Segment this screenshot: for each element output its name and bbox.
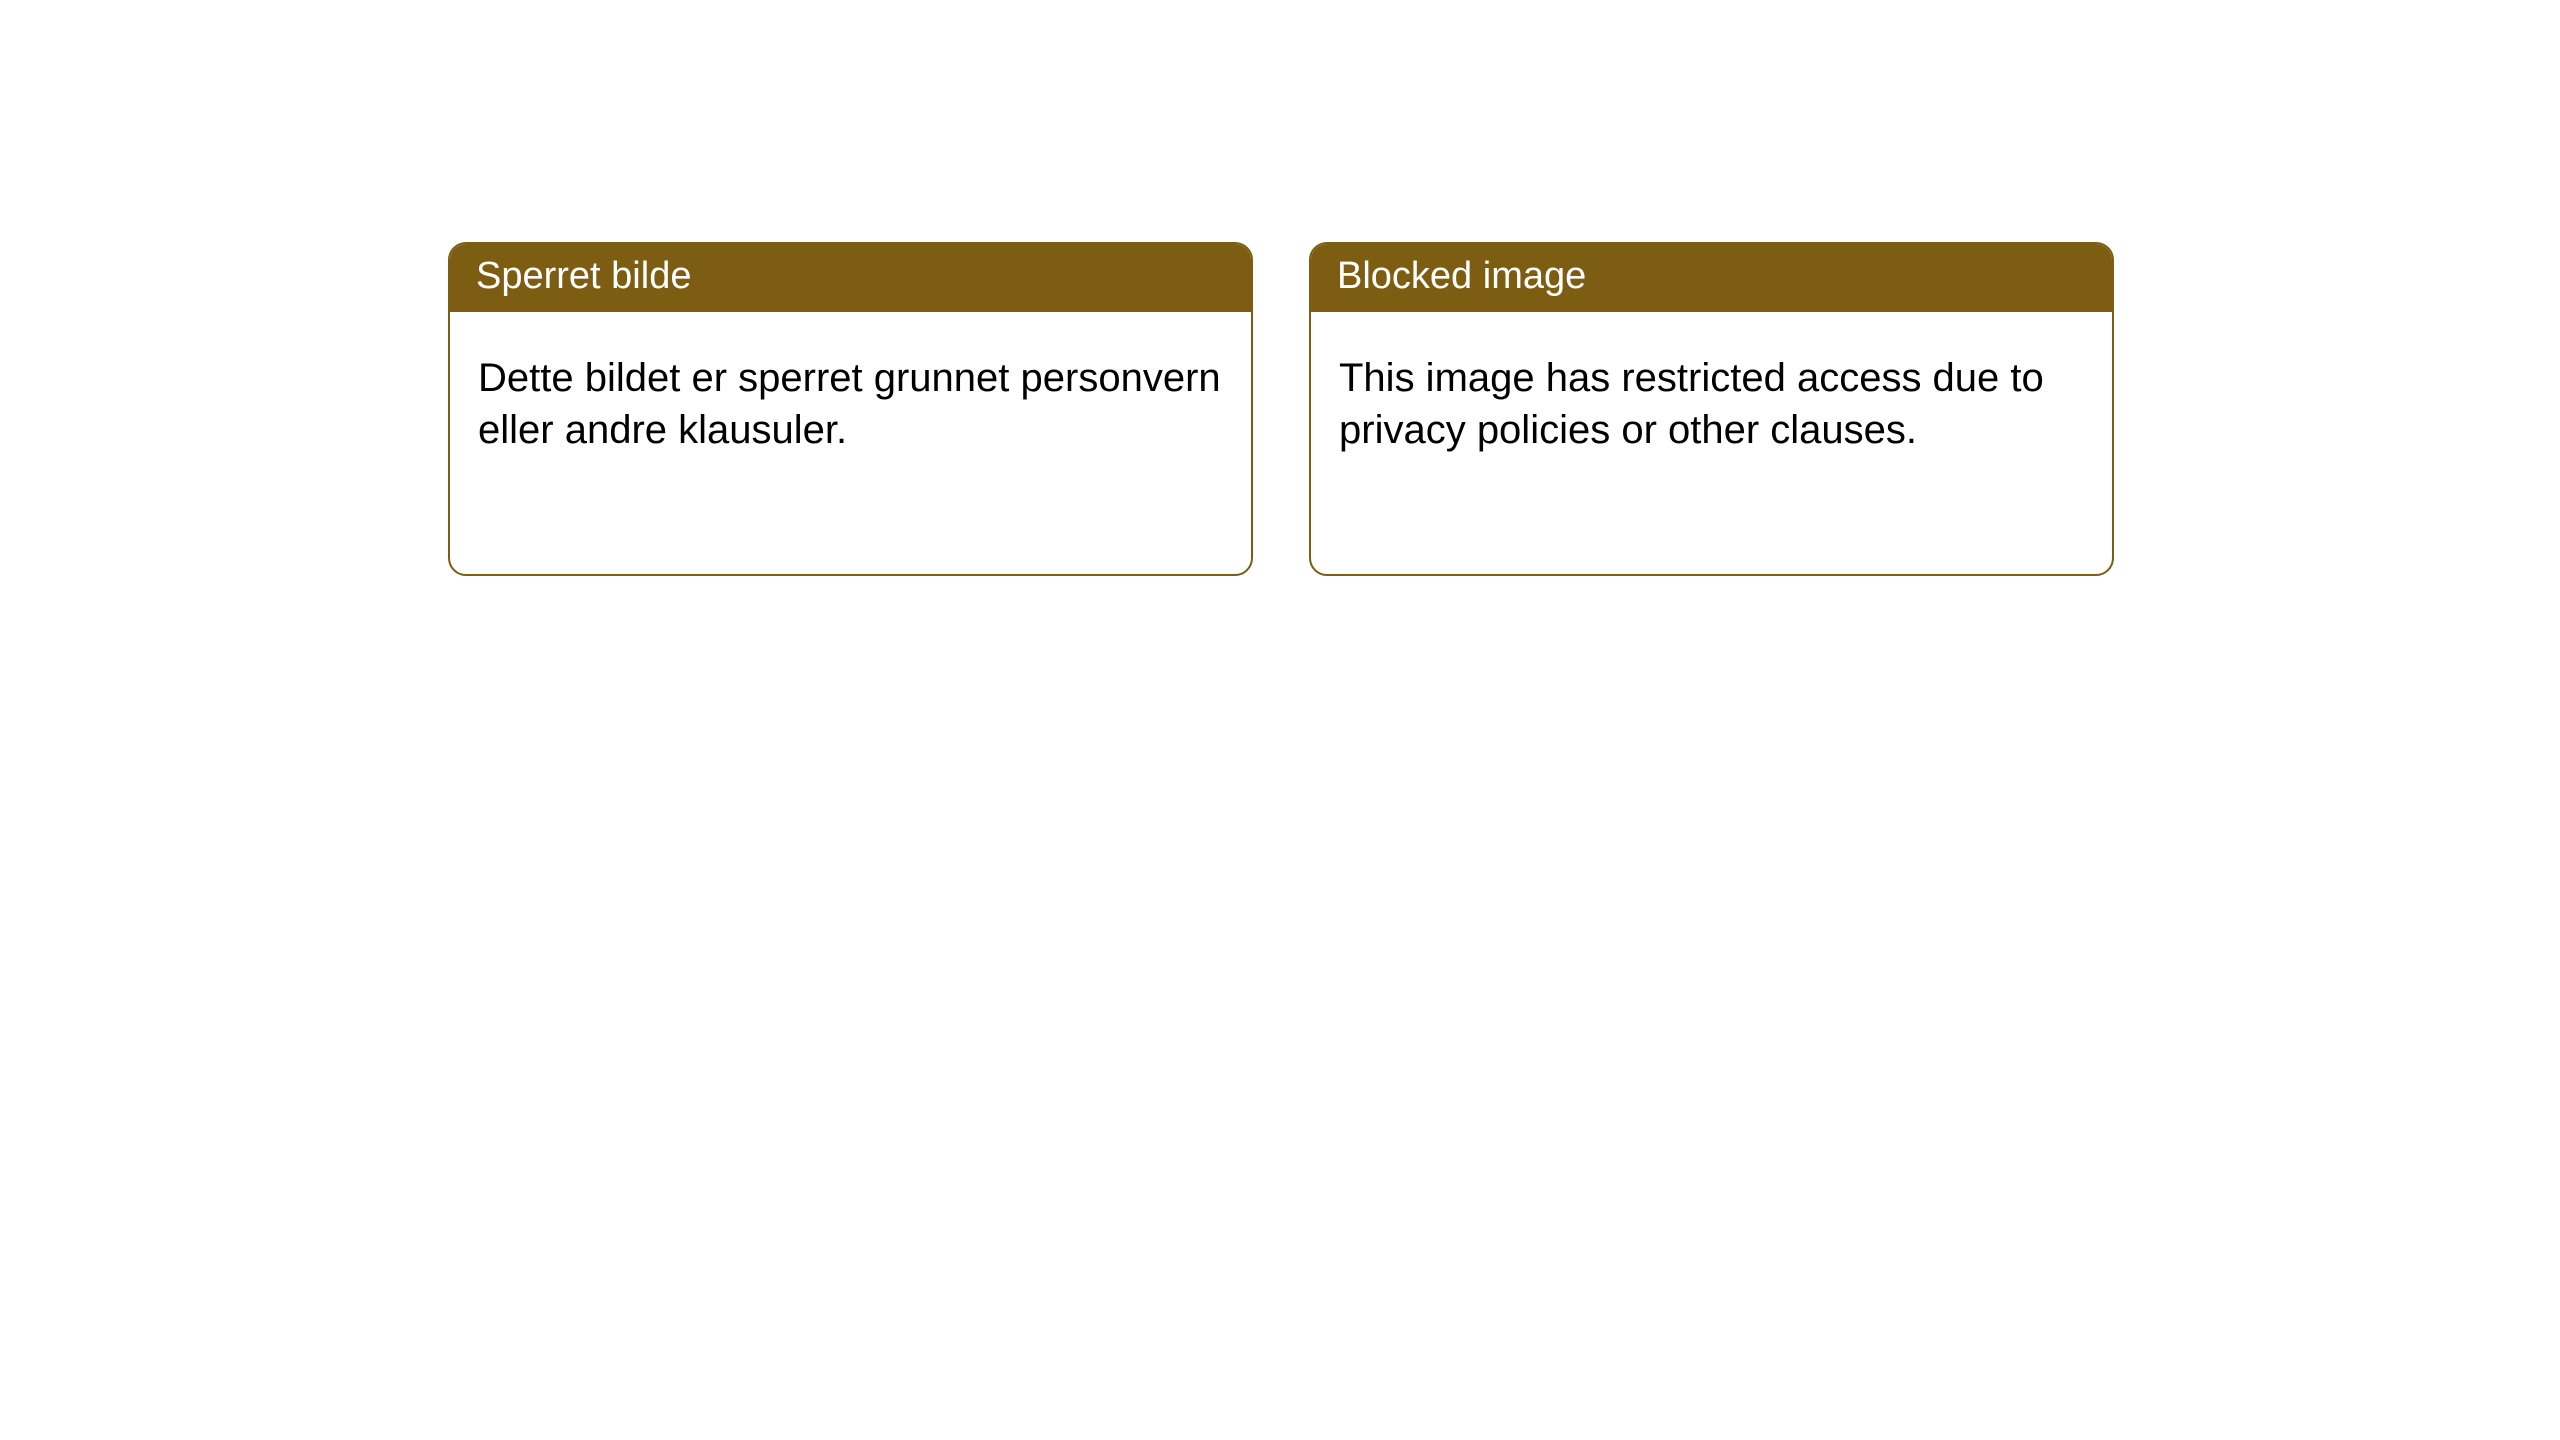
- notice-body: Dette bildet er sperret grunnet personve…: [450, 312, 1251, 484]
- notice-container: Sperret bilde Dette bildet er sperret gr…: [0, 0, 2560, 576]
- notice-message: Dette bildet er sperret grunnet personve…: [478, 356, 1221, 452]
- notice-card-english: Blocked image This image has restricted …: [1309, 242, 2114, 576]
- notice-title: Sperret bilde: [476, 255, 691, 297]
- notice-card-norwegian: Sperret bilde Dette bildet er sperret gr…: [448, 242, 1253, 576]
- notice-message: This image has restricted access due to …: [1339, 356, 2044, 452]
- notice-title: Blocked image: [1337, 255, 1586, 297]
- notice-header: Sperret bilde: [450, 244, 1251, 312]
- notice-header: Blocked image: [1311, 244, 2112, 312]
- notice-body: This image has restricted access due to …: [1311, 312, 2112, 484]
